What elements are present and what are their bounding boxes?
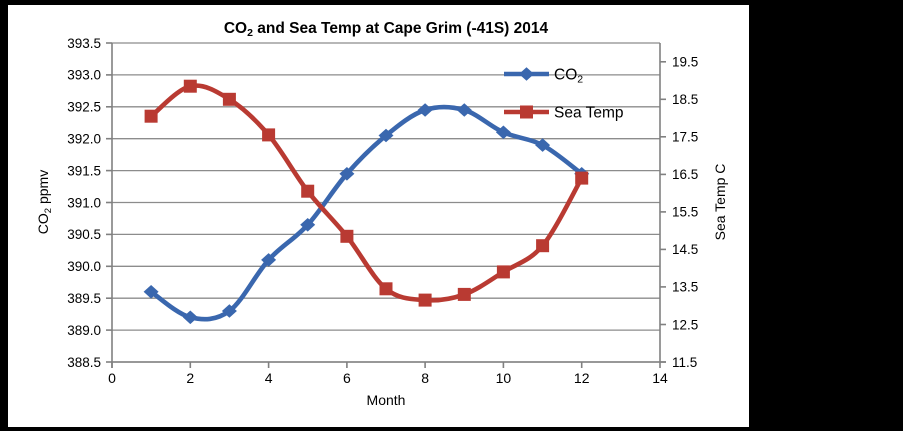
sea-temp-marker [575,171,589,185]
right-axis-tick-label: 12.5 [672,317,698,332]
sea-temp-marker [340,229,354,243]
co2-marker [300,218,316,232]
left-axis-tick-label: 389.0 [67,323,101,338]
right-axis-tick-label: 18.5 [672,92,698,107]
left-axis-tick-label: 389.5 [67,291,101,306]
x-axis-title: Month [367,392,406,408]
legend-item-sea-temp: Sea Temp [504,105,624,122]
series [143,79,590,325]
co2-marker [221,304,237,318]
chart-title: CO2 and Sea Temp at Cape Grim (-41S) 201… [224,20,549,39]
x-axis-tick-label: 6 [343,370,351,386]
right-axis-tick-label: 17.5 [672,130,698,145]
sea-temp-marker [496,265,510,279]
co2-marker [456,103,472,117]
co2-marker [535,138,551,152]
co2-marker [143,285,159,299]
x-axis-tick-label: 10 [496,370,512,386]
left-axis-tick-label: 391.0 [67,195,101,210]
legend-co2-marker-icon [519,67,534,81]
right-axis-tick-label: 13.5 [672,280,698,295]
right-axis-tick-label: 19.5 [672,55,698,70]
left-axis-tick-label: 391.5 [67,163,101,178]
right-axis-tick-label: 15.5 [672,205,698,220]
legend-item-co2: CO2 [504,67,583,86]
co2-marker [417,103,433,117]
left-axis-tick-label: 393.5 [67,36,101,51]
x-axis-tick-label: 4 [265,370,273,386]
left-axis-tick-label: 392.0 [67,132,101,147]
sea-temp-marker [379,282,393,296]
x-axis-tick-label: 2 [186,370,194,386]
left-axis-tick-label: 390.5 [67,227,101,242]
x-axis-tick-label: 8 [421,370,429,386]
sea-temp-marker [536,239,550,253]
right-axis-tick-label: 11.5 [672,355,697,370]
sea-temp-marker [418,293,432,307]
legend-co2-label: CO2 [554,67,583,86]
co2-marker [378,128,394,143]
co2-marker [339,167,355,181]
right-axis-title: Sea Temp C [712,164,728,241]
sea-temp-series-line [148,83,584,303]
legend-sea-temp-marker-icon [520,105,533,119]
axes: 393.5 393.0 392.5 392.0 391.5 391.0 390.5 390.0… [67,36,698,386]
x-axis-tick-label: 14 [652,370,668,386]
left-axis-tick-label: 393.0 [67,68,101,83]
left-axis-tick-label: 392.5 [67,100,101,115]
legend-sea-temp-label: Sea Temp [554,105,624,122]
chart-svg: 393.5 393.0 392.5 392.0 391.5 391.0 390.5 390.0… [35,20,728,408]
sea-temp-marker [301,184,315,198]
right-axis-tick-label: 14.5 [672,242,698,257]
left-axis-tick-label: 390.0 [67,259,101,274]
x-axis-tick-label: 12 [574,370,590,386]
left-axis-title: CO2 ppmv [35,170,54,234]
co2-marker [182,310,198,325]
right-axis-tick-label: 16.5 [672,167,698,182]
left-axis-tick-label: 388.5 [67,355,101,370]
sea-temp-marker [262,128,276,142]
sea-temp-marker [457,287,471,301]
sea-temp-marker [222,92,236,106]
x-axis-tick-label: 0 [108,370,116,386]
sea-temp-marker [183,79,197,93]
sea-temp-marker [144,109,158,123]
chart-figure: 393.5 393.0 392.5 392.0 391.5 391.0 390.5 390.0… [8,5,749,427]
co2-marker [261,253,277,267]
legend: CO2 Sea Temp [504,67,624,122]
